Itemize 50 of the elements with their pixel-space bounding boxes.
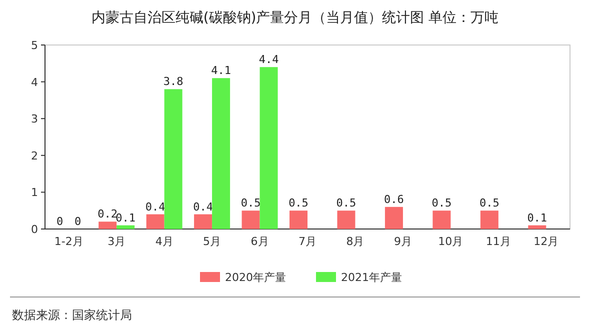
data-label: 3.8 (163, 75, 184, 88)
chart-title: 内蒙古自治区纯碱(碳酸钠)产量分月（当月值）统计图 单位：万吨 (91, 10, 499, 26)
legend-label: 2021年产量 (341, 271, 402, 284)
y-tick-label: 1 (31, 186, 38, 200)
bar (98, 222, 117, 229)
bar (480, 210, 498, 229)
y-tick-label: 0 (31, 223, 38, 236)
bar (260, 67, 278, 229)
bar (194, 214, 212, 229)
data-label: 0.5 (240, 196, 261, 210)
x-tick-label: 7月 (298, 235, 316, 248)
data-label: 0.6 (384, 192, 404, 206)
data-label: 0 (74, 215, 82, 228)
source-note: 数据来源：国家统计局 (12, 308, 132, 322)
x-tick-label: 4月 (155, 235, 174, 248)
data-label: 0.5 (288, 196, 308, 210)
data-label: 4.4 (258, 53, 280, 66)
y-tick-label: 5 (31, 39, 38, 52)
bar (242, 210, 260, 229)
bar (528, 225, 546, 229)
data-label: 0 (56, 215, 64, 228)
x-tick-label: 1-2月 (54, 235, 84, 248)
data-label: 0.5 (479, 196, 500, 210)
bar (290, 210, 308, 229)
data-label: 0.5 (336, 196, 356, 210)
data-label: 4.1 (211, 64, 231, 78)
legend-label: 2020年产量 (225, 271, 286, 284)
data-label: 0.1 (527, 211, 548, 224)
bar (212, 78, 230, 229)
bar (337, 210, 356, 229)
y-tick-label: 3 (31, 112, 38, 126)
x-tick-label: 5月 (203, 235, 222, 248)
y-tick-label: 4 (31, 76, 38, 89)
data-label: 0.1 (116, 211, 136, 224)
x-tick-label: 11月 (486, 235, 511, 248)
data-label: 0.2 (98, 208, 118, 221)
data-label: 0.4 (145, 200, 166, 214)
x-tick-label: 6月 (250, 235, 269, 248)
y-tick-label: 2 (31, 149, 38, 162)
bar (432, 210, 451, 229)
bar (146, 214, 164, 229)
bar (164, 89, 182, 229)
bar (384, 206, 403, 229)
bar (116, 225, 135, 229)
x-tick-label: 12月 (534, 235, 559, 248)
x-tick-label: 9月 (394, 235, 412, 248)
x-tick-label: 8月 (346, 235, 364, 248)
data-label: 0.5 (432, 196, 452, 210)
x-tick-label: 3月 (108, 235, 126, 248)
x-tick-label: 10月 (438, 235, 464, 248)
